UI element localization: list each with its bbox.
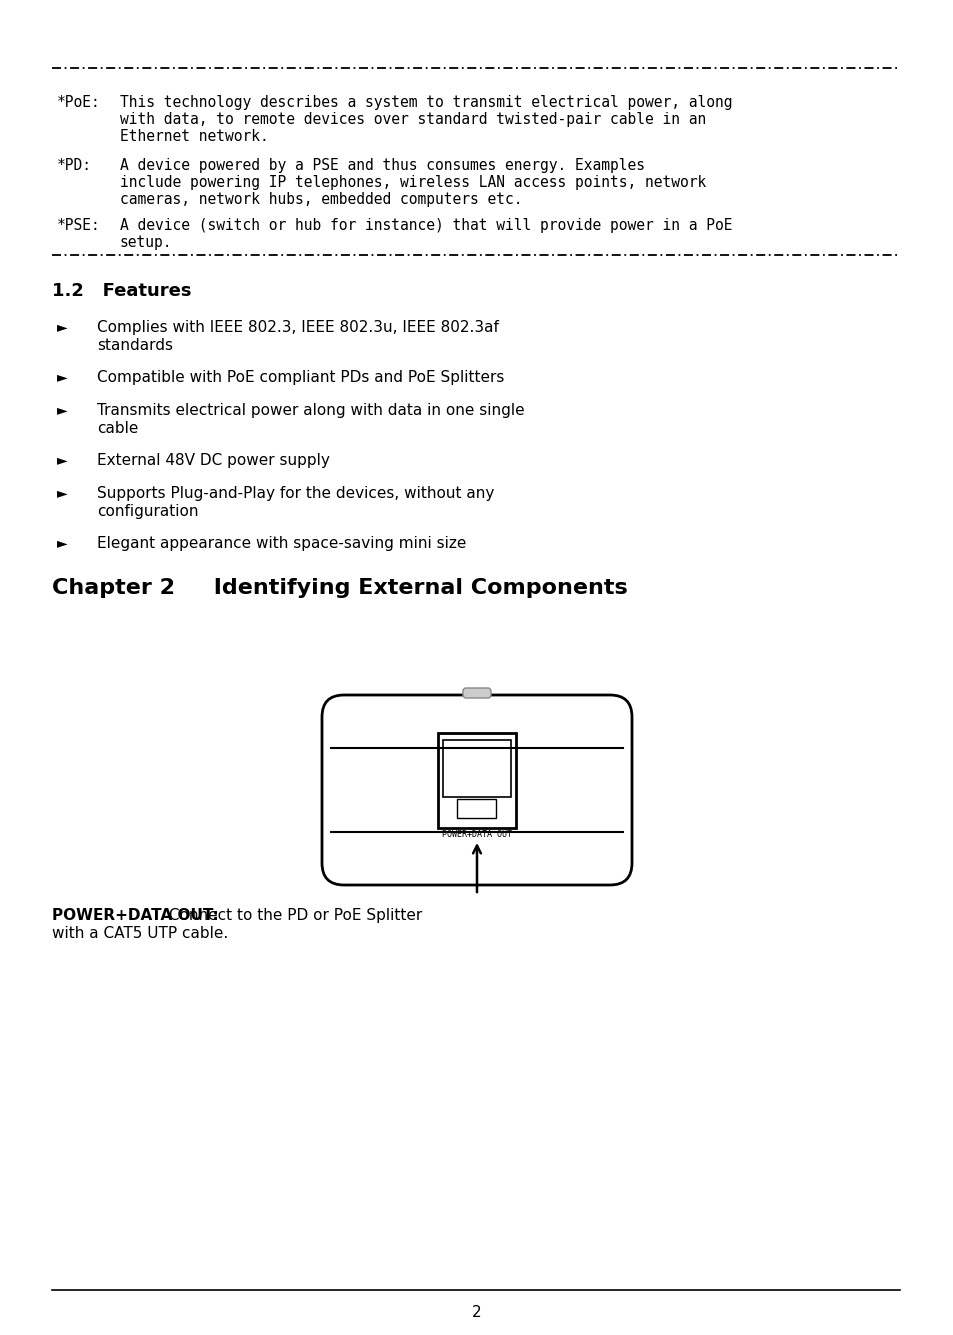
Bar [442,740,511,797]
Text: ►: ► [57,320,68,334]
Text: configuration: configuration [97,505,198,519]
Text: Supports Plug-and-Play for the devices, without any: Supports Plug-and-Play for the devices, … [97,486,494,501]
Text: include powering IP telephones, wireless LAN access points, network: include powering IP telephones, wireless… [120,175,705,190]
Text: A device powered by a PSE and thus consumes energy. Examples: A device powered by a PSE and thus consu… [120,158,644,174]
FancyBboxPatch shape [322,696,631,885]
Text: ►: ► [57,403,68,417]
Text: 2: 2 [472,1306,481,1320]
Text: Transmits electrical power along with data in one single: Transmits electrical power along with da… [97,403,524,418]
FancyBboxPatch shape [462,688,491,698]
Text: 1.2   Features: 1.2 Features [52,282,192,300]
Text: *PoE:: *PoE: [57,95,101,109]
Text: Ethernet network.: Ethernet network. [120,129,269,144]
Text: ►: ► [57,535,68,550]
Text: ►: ► [57,453,68,467]
Text: Complies with IEEE 802.3, IEEE 802.3u, IEEE 802.3af: Complies with IEEE 802.3, IEEE 802.3u, I… [97,320,498,335]
Text: Connect to the PD or PoE Splitter: Connect to the PD or PoE Splitter [164,908,422,922]
Text: External 48V DC power supply: External 48V DC power supply [97,453,330,469]
Bar [437,733,516,828]
Text: *PD:: *PD: [57,158,91,174]
Text: POWER+DATA OUT: POWER+DATA OUT [441,830,512,838]
Text: *PSE:: *PSE: [57,218,101,234]
Text: cable: cable [97,421,138,437]
Text: with data, to remote devices over standard twisted-pair cable in an: with data, to remote devices over standa… [120,112,705,127]
Text: A device (switch or hub for instance) that will provide power in a PoE: A device (switch or hub for instance) th… [120,218,732,234]
Text: ►: ► [57,486,68,501]
Text: POWER+DATA OUT:: POWER+DATA OUT: [52,908,218,922]
Text: ►: ► [57,370,68,384]
Text: cameras, network hubs, embedded computers etc.: cameras, network hubs, embedded computer… [120,192,522,207]
Text: with a CAT5 UTP cable.: with a CAT5 UTP cable. [52,926,228,941]
Text: standards: standards [97,338,172,352]
Text: Elegant appearance with space-saving mini size: Elegant appearance with space-saving min… [97,535,466,551]
Text: Chapter 2     Identifying External Components: Chapter 2 Identifying External Component… [52,578,627,598]
Text: setup.: setup. [120,235,172,250]
Text: This technology describes a system to transmit electrical power, along: This technology describes a system to tr… [120,95,732,109]
Text: Compatible with PoE compliant PDs and PoE Splitters: Compatible with PoE compliant PDs and Po… [97,370,504,384]
Bar [457,800,496,818]
